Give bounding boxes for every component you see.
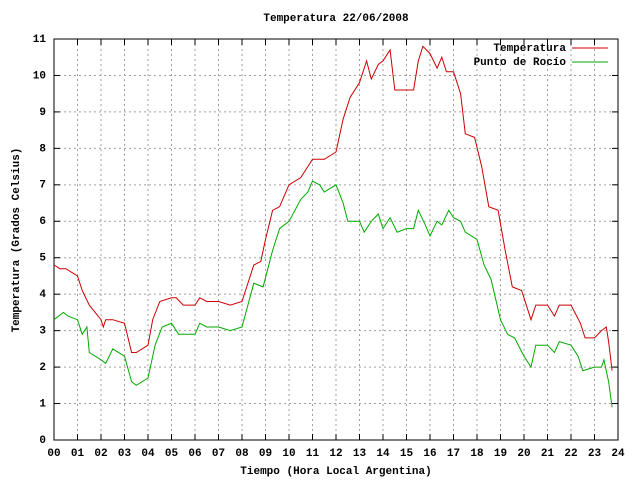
series-line [53,180,613,408]
y-tick-label: 11 [33,34,47,46]
y-tick-label: 10 [33,70,46,82]
x-tick-label: 03 [118,448,132,460]
y-axis-label: Temperatura (Grados Celsius) [11,148,23,333]
y-tick-label: 9 [39,107,46,119]
x-tick-label: 12 [329,448,342,460]
y-tick-label: 7 [39,180,46,192]
chart-title: Temperatura 22/06/2008 [263,13,409,25]
y-tick-label: 0 [39,435,46,447]
x-tick-label: 19 [494,448,507,460]
legend-label: Temperatura [493,43,566,55]
plot-border [53,38,619,441]
x-tick-label: 24 [611,448,625,460]
x-tick-label: 23 [588,448,602,460]
series-line [53,45,613,371]
x-tick-label: 16 [423,448,436,460]
x-tick-label: 14 [376,448,390,460]
y-tick-label: 8 [39,143,46,155]
x-tick-label: 17 [447,448,460,460]
y-tick-label: 4 [39,289,46,301]
x-tick-label: 22 [564,448,577,460]
x-tick-label: 18 [470,448,484,460]
x-tick-label: 08 [235,448,249,460]
x-tick-label: 15 [400,448,414,460]
x-tick-label: 01 [71,448,85,460]
x-tick-label: 20 [517,448,530,460]
x-tick-label: 21 [541,448,555,460]
x-axis-label: Tiempo (Hora Local Argentina) [240,466,431,478]
x-tick-label: 04 [141,448,155,460]
y-tick-label: 5 [39,253,46,265]
x-tick-label: 00 [47,448,60,460]
legend-label: Punto de Rocío [474,57,567,69]
x-tick-label: 06 [188,448,201,460]
y-tick-label: 2 [39,362,46,374]
x-tick-label: 05 [165,448,179,460]
y-tick-label: 6 [39,216,46,228]
x-tick-label: 13 [353,448,367,460]
x-tick-label: 11 [306,448,320,460]
x-tick-label: 02 [94,448,107,460]
x-tick-label: 07 [212,448,225,460]
y-tick-label: 3 [39,326,46,338]
y-tick-label: 1 [39,398,46,410]
x-tick-label: 10 [282,448,295,460]
x-tick-label: 09 [259,448,272,460]
